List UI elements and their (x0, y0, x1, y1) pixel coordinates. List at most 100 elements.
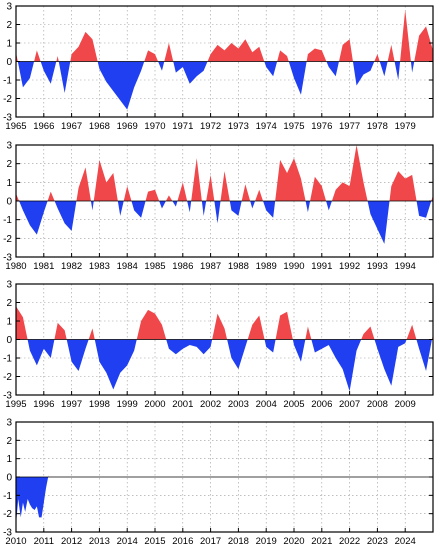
x-tick-label: 2020 (283, 536, 304, 547)
y-tick-label: 1 (6, 317, 12, 328)
area-negative (16, 61, 433, 110)
x-tick-label: 2004 (256, 399, 277, 410)
y-tick-label: 2 (6, 298, 12, 309)
y-tick-label: -3 (3, 528, 12, 539)
area-positive (16, 306, 433, 340)
area-series (16, 145, 433, 244)
x-tick-label: 2011 (34, 536, 54, 547)
x-tick-label: 2022 (339, 536, 360, 547)
area-series (16, 306, 433, 392)
x-tick-label: 1969 (117, 121, 138, 132)
x-tick-label: 1984 (117, 261, 138, 272)
x-tick-label: 2001 (172, 399, 193, 410)
x-tick-label: 1987 (200, 261, 221, 272)
x-tick-label: 1976 (311, 121, 332, 132)
x-tick-label: 2017 (200, 536, 221, 547)
area-negative (16, 201, 433, 244)
y-tick-label: 1 (6, 178, 12, 189)
x-tick-label: 2019 (256, 536, 277, 547)
y-tick-label: 3 (6, 280, 12, 291)
x-tick-label: 1981 (33, 261, 54, 272)
y-tick-label: 0 (6, 335, 12, 346)
x-tick-label: 1995 (5, 399, 26, 410)
y-tick-label: 3 (6, 141, 12, 152)
x-tick-label: 1972 (200, 121, 221, 132)
x-tick-label: 2021 (311, 536, 332, 547)
x-tick-label: 1997 (61, 399, 82, 410)
x-tick-label: 1988 (228, 261, 249, 272)
x-tick-label: 2000 (144, 399, 165, 410)
y-tick-label: -1 (3, 491, 12, 502)
x-tick-label: 1977 (339, 121, 360, 132)
x-tick-label: 1992 (339, 261, 360, 272)
y-tick-label: -3 (3, 113, 12, 124)
x-tick-label: 1965 (5, 121, 26, 132)
y-tick-label: -3 (3, 253, 12, 264)
x-tick-label: 2003 (228, 399, 249, 410)
area-negative (16, 477, 49, 525)
x-tick-label: 2012 (61, 536, 82, 547)
x-tick-label: 1990 (283, 261, 304, 272)
x-tick-label: 2014 (117, 536, 138, 547)
y-tick-label: -2 (3, 509, 12, 520)
y-tick-label: 3 (6, 418, 12, 429)
x-tick-label: 2018 (228, 536, 249, 547)
x-tick-label: 1980 (5, 261, 26, 272)
x-tick-label: 2013 (89, 536, 110, 547)
x-tick-label: 2015 (144, 536, 165, 547)
y-tick-label: -1 (3, 76, 12, 87)
x-tick-label: 1993 (367, 261, 388, 272)
x-tick-label: 2024 (395, 536, 416, 547)
x-tick-label: 1998 (89, 399, 110, 410)
x-tick-label: 1967 (61, 121, 82, 132)
y-tick-label: 0 (6, 57, 12, 68)
x-tick-label: 1979 (395, 121, 416, 132)
x-tick-label: 1974 (256, 121, 277, 132)
y-tick-label: 2 (6, 20, 12, 31)
x-tick-label: 2005 (283, 399, 304, 410)
y-tick-label: -1 (3, 215, 12, 226)
x-tick-label: 2007 (339, 399, 360, 410)
y-tick-label: -1 (3, 354, 12, 365)
x-tick-label: 1973 (228, 121, 249, 132)
x-tick-label: 1968 (89, 121, 110, 132)
x-tick-label: 2016 (172, 536, 193, 547)
x-tick-label: 1999 (117, 399, 138, 410)
y-tick-label: 1 (6, 39, 12, 50)
x-tick-label: 1975 (283, 121, 304, 132)
area-positive (16, 145, 433, 201)
y-tick-label: 3 (6, 2, 12, 13)
y-tick-label: -2 (3, 372, 12, 383)
x-tick-label: 2006 (311, 399, 332, 410)
x-tick-label: 1991 (311, 261, 332, 272)
x-tick-label: 1989 (256, 261, 277, 272)
area-negative (16, 339, 433, 392)
x-tick-label: 1982 (61, 261, 82, 272)
y-tick-label: 0 (6, 473, 12, 484)
x-tick-label: 1996 (33, 399, 54, 410)
area-series (16, 475, 49, 525)
y-tick-label: 0 (6, 197, 12, 208)
x-tick-label: 1971 (172, 121, 193, 132)
area-positive (16, 9, 433, 62)
x-tick-label: 2010 (5, 536, 26, 547)
x-tick-label: 1985 (144, 261, 165, 272)
x-tick-label: 2002 (200, 399, 221, 410)
y-tick-label: 2 (6, 436, 12, 447)
y-tick-label: 2 (6, 159, 12, 170)
x-tick-label: 1966 (33, 121, 54, 132)
x-tick-label: 2023 (367, 536, 388, 547)
y-tick-label: -3 (3, 391, 12, 402)
x-tick-label: 2008 (367, 399, 388, 410)
y-tick-label: 1 (6, 454, 12, 465)
x-tick-label: 1986 (172, 261, 193, 272)
y-tick-label: -2 (3, 94, 12, 105)
x-tick-label: 1970 (144, 121, 165, 132)
y-tick-label: -2 (3, 234, 12, 245)
x-tick-label: 1994 (395, 261, 416, 272)
x-tick-label: 1983 (89, 261, 110, 272)
